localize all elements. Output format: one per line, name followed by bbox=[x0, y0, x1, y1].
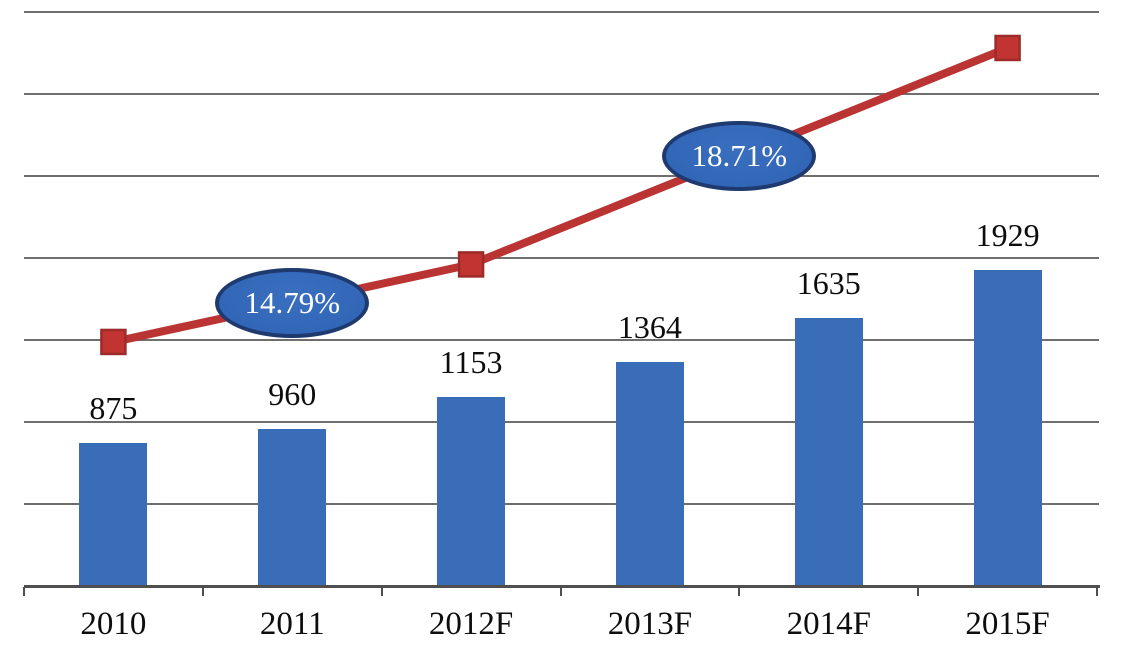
bar-value-label: 960 bbox=[268, 375, 317, 412]
bar-value-label: 1929 bbox=[975, 216, 1040, 253]
x-axis-tick bbox=[738, 587, 741, 596]
gridline bbox=[24, 175, 1099, 177]
gridline bbox=[24, 11, 1099, 13]
x-axis-label-2013F: 2013F bbox=[607, 606, 693, 642]
x-axis-label-2014F: 2014F bbox=[786, 606, 871, 642]
x-axis-label-2010: 2010 bbox=[80, 606, 147, 642]
x-axis-tick bbox=[380, 587, 383, 596]
x-axis-tick bbox=[1096, 587, 1098, 596]
bar-2010 bbox=[79, 442, 148, 586]
x-axis-label-2012F: 2012F bbox=[428, 606, 514, 642]
bar-value-label: 1635 bbox=[796, 264, 861, 301]
x-axis-tick bbox=[559, 587, 562, 596]
gridline bbox=[24, 421, 1099, 423]
bar-value-label: 1364 bbox=[617, 309, 682, 346]
trend-line-marker bbox=[457, 251, 485, 278]
bar-2011 bbox=[258, 428, 327, 586]
x-axis-label-2015F: 2015F bbox=[965, 606, 1050, 642]
bar-2013F bbox=[615, 362, 684, 586]
gridline bbox=[24, 503, 1099, 505]
growth-rate-callout-2: 18.71% bbox=[662, 121, 817, 192]
x-axis-tick bbox=[917, 587, 920, 596]
gridline bbox=[24, 339, 1099, 341]
bar-2015F bbox=[973, 269, 1042, 586]
x-axis-tick bbox=[201, 587, 204, 596]
trend-line-marker bbox=[994, 34, 1021, 62]
gridline bbox=[24, 257, 1099, 259]
x-axis-tick bbox=[23, 587, 25, 596]
bar-value-label: 1153 bbox=[439, 343, 503, 380]
gridline bbox=[24, 93, 1099, 95]
bar-2012F bbox=[437, 396, 506, 586]
growth-rate-callout-1: 14.79% bbox=[215, 268, 370, 339]
x-axis-line bbox=[24, 585, 1100, 588]
bar-2014F bbox=[794, 317, 863, 586]
bar-value-label: 875 bbox=[89, 389, 138, 426]
x-axis-label-2011: 2011 bbox=[259, 606, 325, 642]
trend-line-marker bbox=[100, 328, 127, 356]
